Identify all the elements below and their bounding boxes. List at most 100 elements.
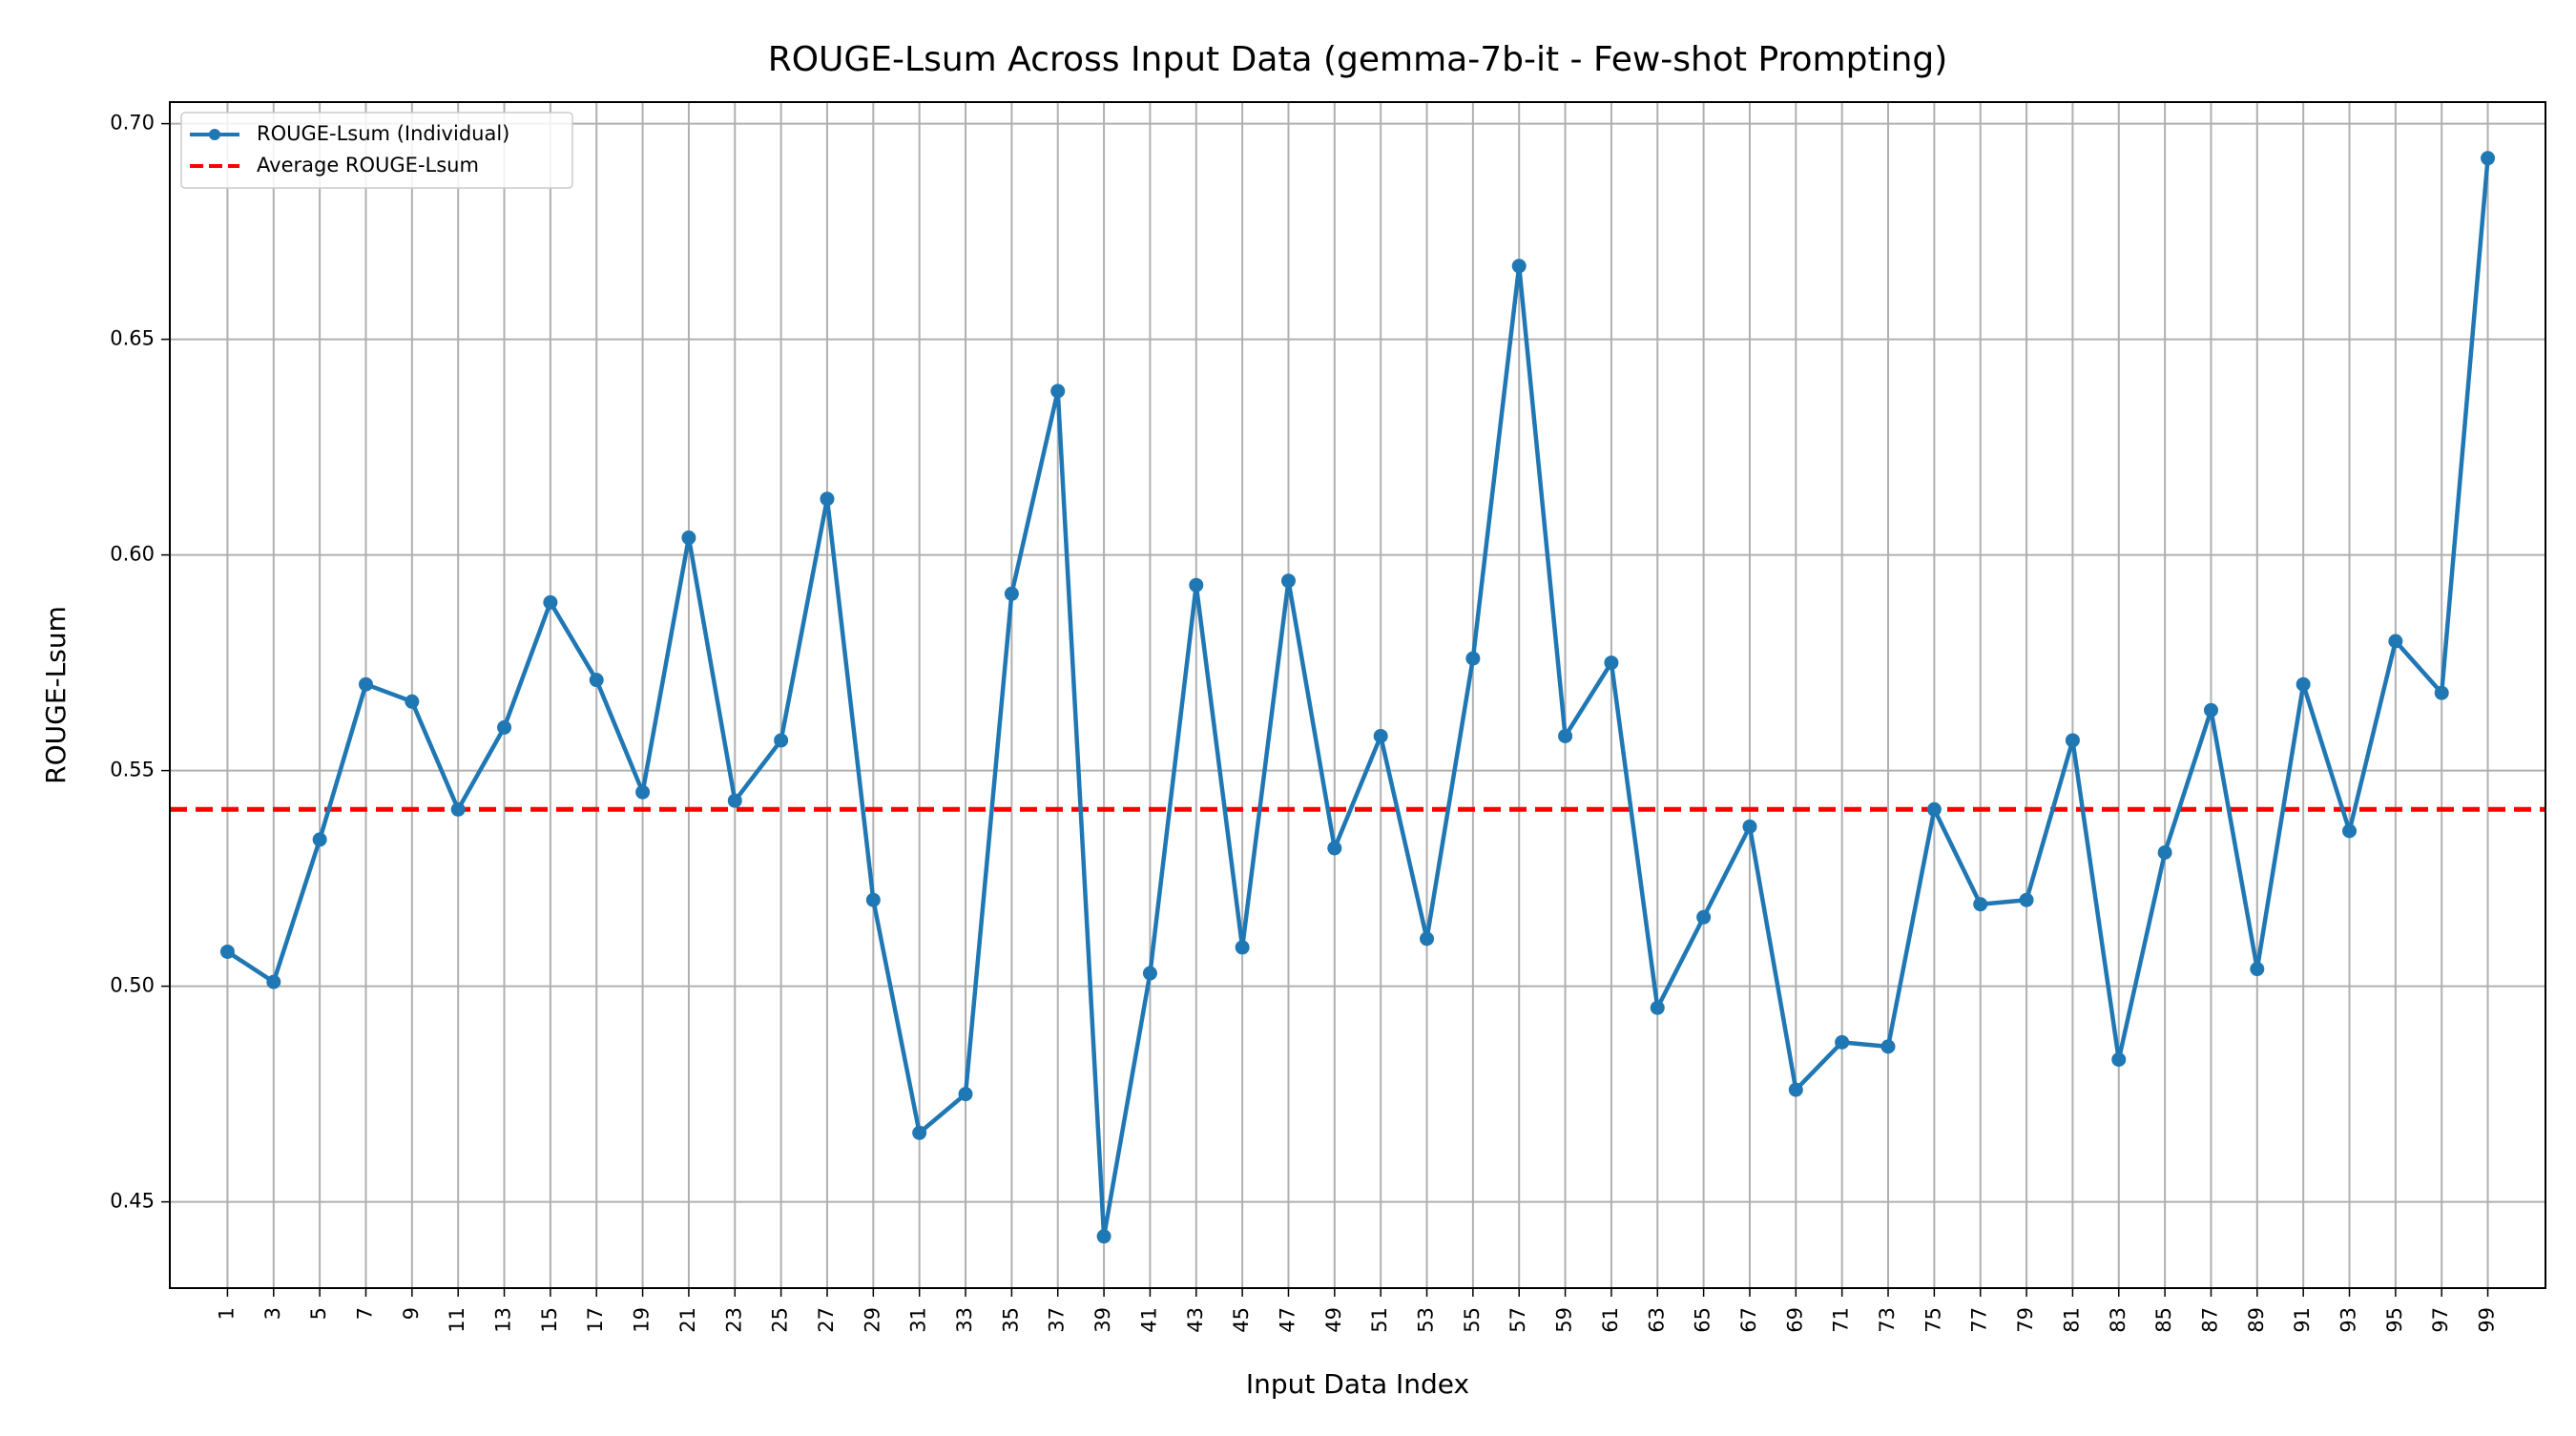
data-point — [1050, 384, 1066, 399]
x-tick-label: 93 — [2337, 1307, 2360, 1333]
data-point — [681, 531, 696, 546]
data-point — [2388, 634, 2403, 649]
data-point — [1465, 651, 1481, 666]
x-tick-label: 21 — [676, 1307, 699, 1333]
data-point — [1926, 801, 1942, 817]
data-point — [1327, 841, 1342, 856]
data-point — [1835, 1034, 1850, 1050]
x-tick-label: 7 — [353, 1307, 376, 1320]
data-point — [958, 1087, 973, 1102]
legend-box — [180, 112, 573, 189]
x-tick-label: 41 — [1137, 1307, 1160, 1333]
data-point — [1004, 586, 1019, 601]
x-tick-label: 61 — [1599, 1307, 1622, 1333]
x-axis-ticks: 1 3 5 7 9 11 13 15 17 19 21 23 25 27 29 31 33 35 37 39 41 43 4… — [215, 1288, 2499, 1333]
x-tick-label: 89 — [2245, 1307, 2268, 1333]
x-tick-label: 73 — [1876, 1307, 1899, 1333]
data-point — [2342, 823, 2358, 839]
data-point — [2481, 151, 2496, 166]
y-tick-label: 0.45 — [110, 1190, 155, 1213]
x-tick-label: 87 — [2198, 1307, 2221, 1333]
plot-area-frame — [169, 101, 2546, 1289]
x-tick-label: 63 — [1645, 1307, 1668, 1333]
x-tick-label: 95 — [2383, 1307, 2406, 1333]
data-point — [1788, 1082, 1803, 1097]
x-tick-label: 57 — [1506, 1307, 1529, 1333]
data-point — [219, 944, 235, 959]
x-tick-label: 65 — [1692, 1307, 1714, 1333]
data-point — [1373, 728, 1388, 743]
data-point — [1880, 1039, 1896, 1054]
series-line-individual — [226, 157, 2490, 1239]
data-point — [312, 832, 327, 847]
x-tick-label: 31 — [907, 1307, 930, 1333]
x-tick-label: 5 — [307, 1307, 330, 1320]
data-point — [2065, 733, 2080, 748]
data-point — [450, 801, 466, 817]
data-point — [2296, 676, 2311, 692]
y-axis-ticks: 0.45 0.50 0.55 0.60 0.65 0.70 — [110, 112, 170, 1213]
data-point — [1280, 573, 1296, 589]
x-tick-label: 35 — [999, 1307, 1022, 1333]
data-point — [635, 784, 651, 800]
x-tick-label: 75 — [1922, 1307, 1944, 1333]
data-point — [2111, 1051, 2127, 1067]
x-tick-label: 55 — [1461, 1307, 1484, 1333]
data-point — [2434, 685, 2449, 700]
x-tick-label: 97 — [2429, 1307, 2452, 1333]
data-point — [2250, 962, 2265, 977]
chart-title: ROUGE-Lsum Across Input Data (gemma-7b-i… — [768, 40, 1948, 79]
legend-label-individual: ROUGE-Lsum (Individual) — [257, 122, 509, 145]
data-point — [774, 733, 789, 748]
y-tick-label: 0.65 — [110, 327, 155, 350]
legend-label-average: Average ROUGE-Lsum — [257, 154, 479, 177]
data-point — [2157, 844, 2172, 860]
data-point — [1604, 656, 1619, 671]
data-point — [2203, 702, 2218, 718]
data-point — [727, 793, 742, 808]
x-tick-label: 9 — [400, 1307, 423, 1320]
x-tick-label: 49 — [1322, 1307, 1345, 1333]
x-tick-label: 37 — [1046, 1307, 1069, 1333]
x-tick-label: 25 — [769, 1307, 792, 1333]
x-tick-label: 19 — [631, 1307, 654, 1333]
data-point — [1511, 259, 1527, 274]
data-point — [1696, 909, 1712, 925]
x-tick-label: 79 — [2014, 1307, 2037, 1333]
data-point — [2019, 892, 2034, 907]
data-point — [405, 694, 420, 709]
x-tick-label: 29 — [861, 1307, 883, 1333]
x-tick-label: 83 — [2107, 1307, 2129, 1333]
series-layer — [219, 151, 2496, 1244]
data-point — [865, 892, 881, 907]
x-tick-label: 91 — [2291, 1307, 2314, 1333]
data-point — [1558, 728, 1573, 743]
y-tick-label: 0.70 — [110, 112, 155, 135]
data-point — [1973, 897, 1988, 912]
data-point — [543, 594, 558, 610]
x-tick-label: 85 — [2152, 1307, 2175, 1333]
x-tick-label: 71 — [1830, 1307, 1853, 1333]
x-tick-label: 33 — [953, 1307, 976, 1333]
data-point — [1420, 931, 1435, 947]
x-tick-label: 99 — [2476, 1307, 2499, 1333]
data-point — [266, 974, 281, 989]
x-tick-label: 69 — [1783, 1307, 1806, 1333]
data-point — [1189, 577, 1204, 593]
data-point — [1142, 966, 1157, 981]
data-point — [589, 673, 604, 688]
x-tick-label: 59 — [1553, 1307, 1576, 1333]
x-tick-label: 17 — [584, 1307, 607, 1333]
data-point — [1235, 940, 1250, 955]
data-point — [1096, 1229, 1111, 1244]
y-tick-label: 0.55 — [110, 759, 155, 781]
data-point — [912, 1125, 927, 1140]
x-tick-label: 81 — [2060, 1307, 2083, 1333]
y-tick-label: 0.50 — [110, 974, 155, 997]
x-tick-label: 53 — [1415, 1307, 1438, 1333]
y-axis-title: ROUGE-Lsum — [40, 606, 72, 784]
x-tick-label: 23 — [722, 1307, 745, 1333]
x-tick-label: 51 — [1368, 1307, 1391, 1333]
